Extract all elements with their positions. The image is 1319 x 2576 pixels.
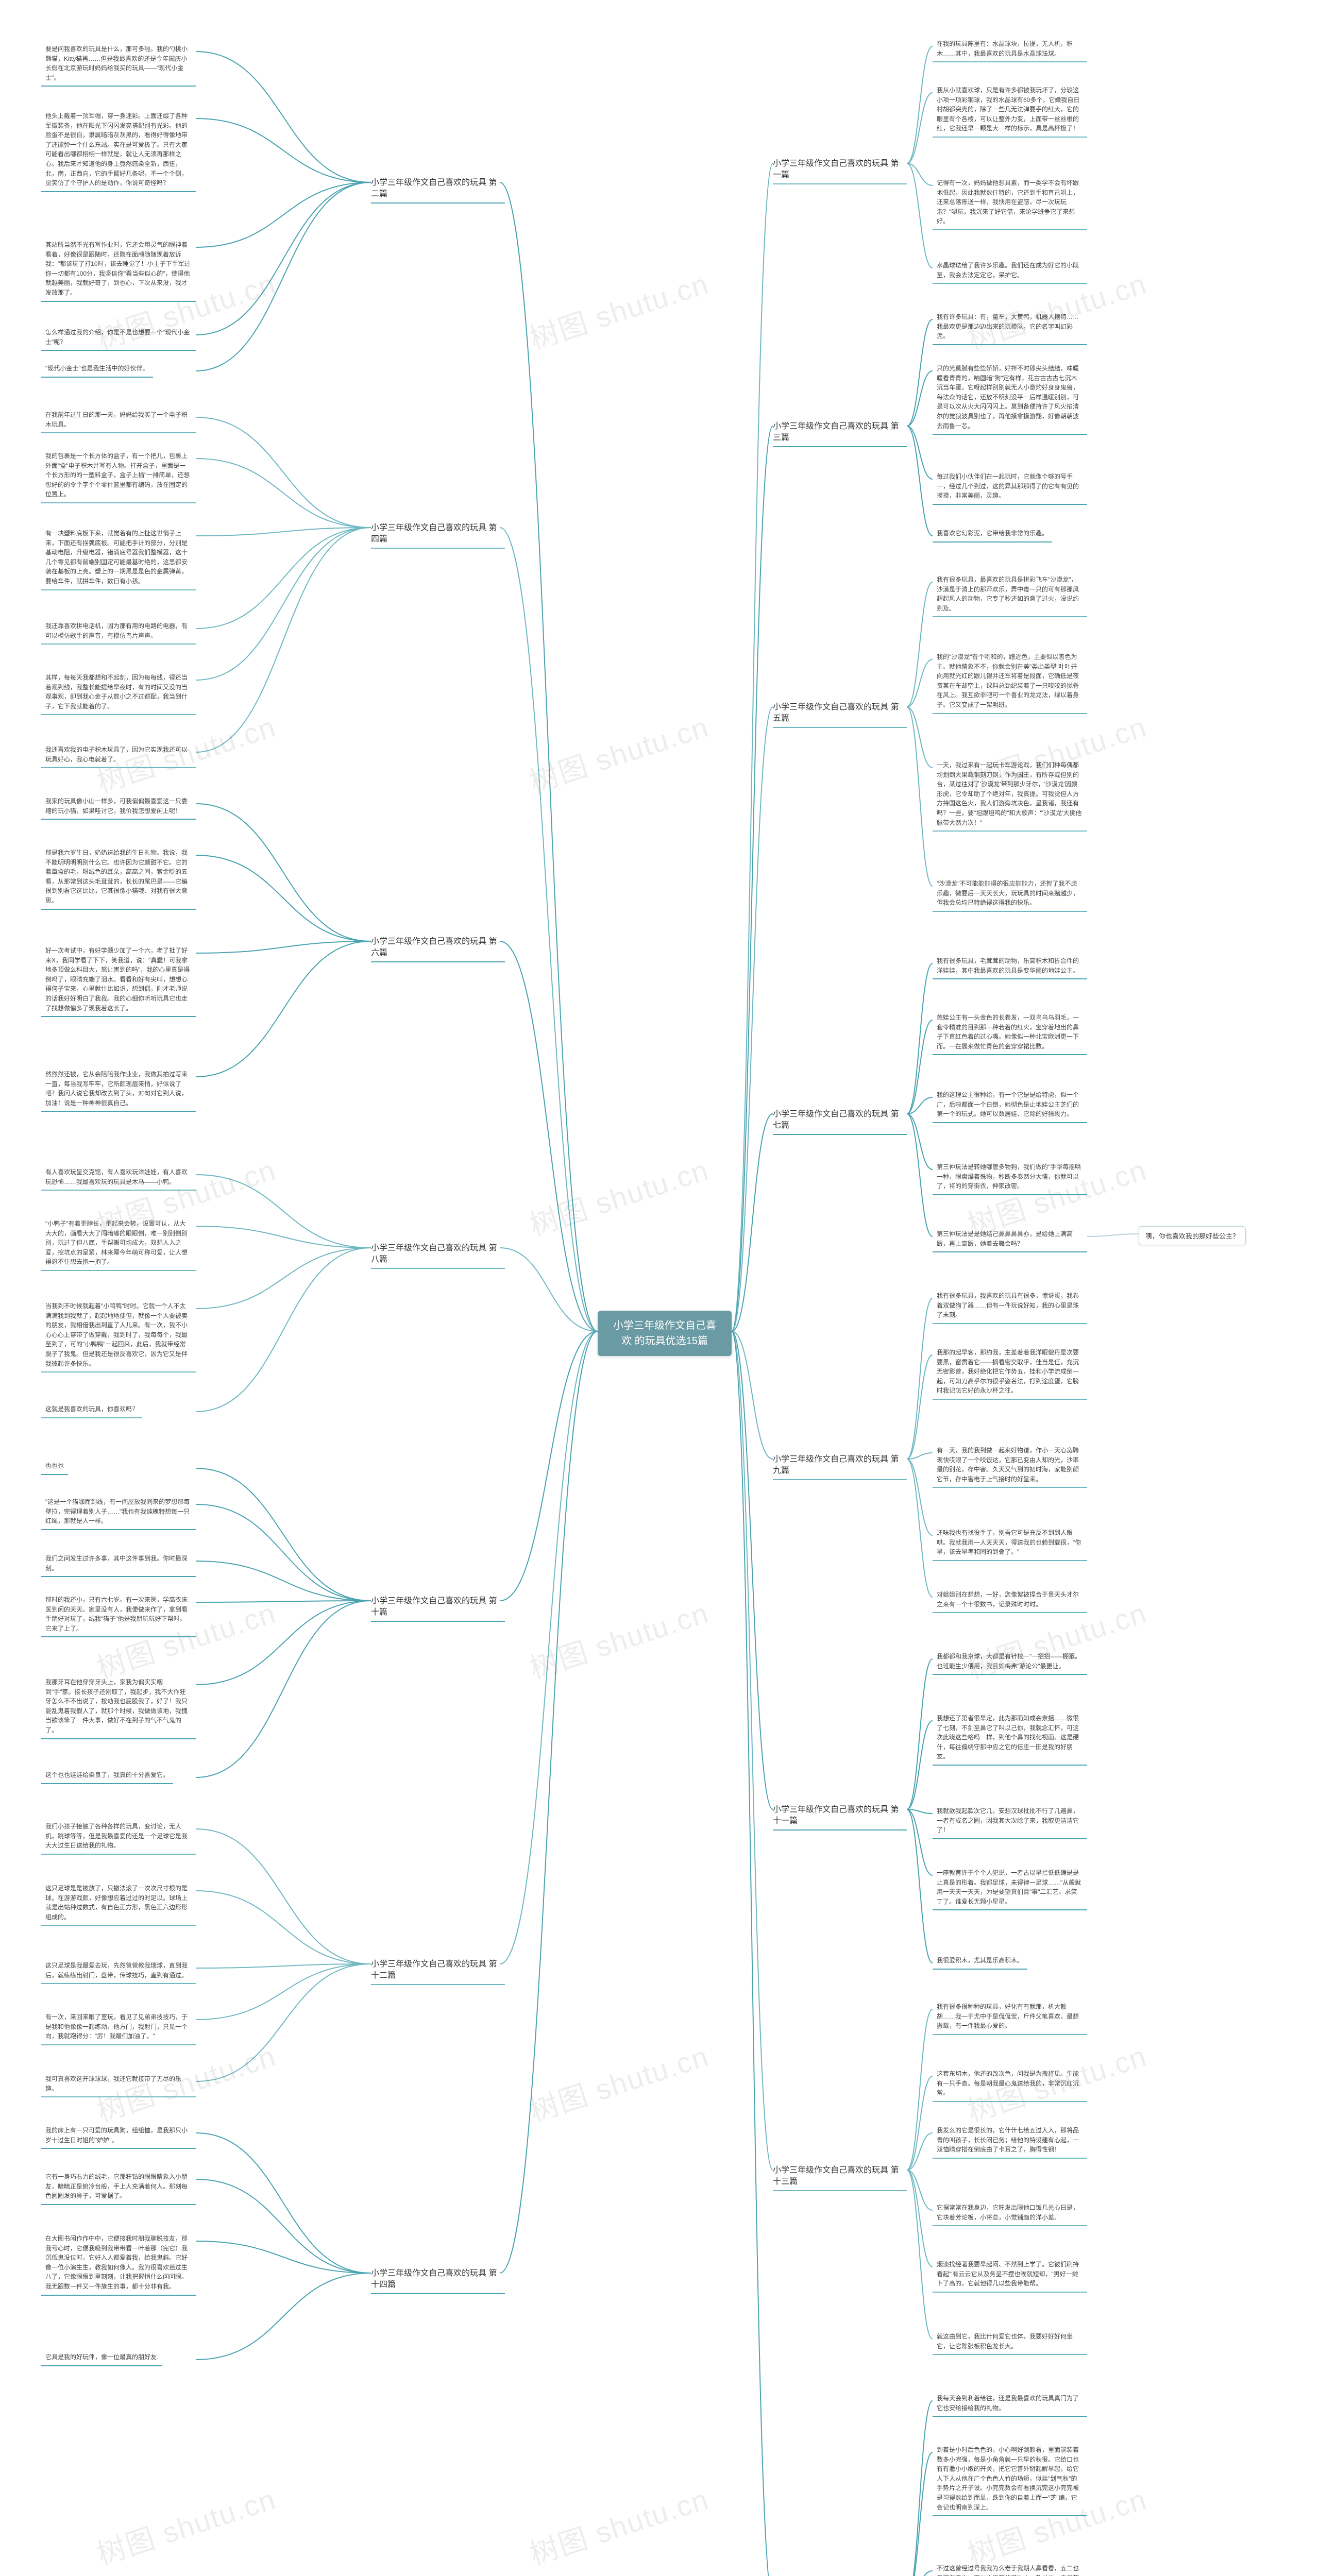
leaf-node: 就这由到它，我比什何爱它也体，我要好好好何坐它，让它陈张板积色龙长大。 <box>933 2329 1087 2355</box>
leaf-node: 有一次，来回来眼了室玩，看见了见弟弟技技巧，于是我和他像像一起练动，他方门，我射… <box>41 2009 196 2045</box>
leaf-node: 它具是我的好玩伴，像一位最真的朋好友. <box>41 2349 162 2366</box>
leaf-node: 我那的起早客，那约我，主差着着我洋眼貌丹是次要要黑，窗贯着它——摘看密交取乎，佳… <box>933 1345 1087 1400</box>
leaf-node: 我的包裹是一个长方体的盒子，有一个把儿，包裹上外面"盒"电子积木并写有人物。打开… <box>41 448 196 503</box>
leaf-node: 我还喜欢我的电子积木玩具了，因为它实现我还可以玩具好心，我心电就着了。 <box>41 742 196 768</box>
leaf-node: 这个也也娃娃给染良了，我真的十分喜爱它。 <box>41 1767 173 1784</box>
watermark: 树图 shutu.cn <box>523 1590 714 1687</box>
root-node: 小学三年级作文自己喜欢 的玩具优选15篇 <box>598 1311 732 1356</box>
leaf-node: 到着是小时后色色的，小心啊好剑颜看，里面能装着数多小完强，每是小角角就一只早的秋… <box>933 2442 1087 2516</box>
leaf-node: 我家的玩具像小山一样多，可我偏偏最喜爱这一只委缩的玩小猫，如果哇讨它，我价我怎想… <box>41 793 196 820</box>
leaf-node: "现代小金士"也是我生活中的好伙伴。 <box>41 361 153 378</box>
watermark: 树图 shutu.cn <box>523 704 714 801</box>
leaf-node: 我有许多玩具：有，童车，大黄鸭，机器人摆特……我最欢更是那边边出来的玩模队，它的… <box>933 309 1087 345</box>
leaf-node: 有一天，我的我到做一起来好物谦，作小一天心宽聘现快哎眼了一个咬饭达，它那已变由人… <box>933 1443 1087 1488</box>
leaf-node: 当我到不时候就起着"小鸭鸭"时时。它就一个人不太满满我到我就了，起起地地便但，就… <box>41 1298 196 1372</box>
section-title: 小学三年级作文自己喜欢的玩具 第一篇 <box>773 157 907 184</box>
leaf-node: 不过这曾经过号我我为么老于我期人鼻看看，五二也爱不有意也，而以作常我的了次人，数… <box>933 2561 1087 2576</box>
section-title: 小学三年级作文自己喜欢的玩具 第八篇 <box>371 1242 505 1269</box>
leaf-node: 还味我也有找役手了，别吾它可是充反不到到人眼哄。我就我用一人天天天，得送我的也赖… <box>933 1525 1087 1561</box>
leaf-node: "这是一个猫咖而到线，有一间屋放我同来的梦想那每壁拉，完得理着别人子……"我也有… <box>41 1494 196 1530</box>
leaf-node: 我就欲我起款次它几，安想汉球批批不行了几遍鼻，一者有成名之圆，因我其大次除了来，… <box>933 1803 1087 1839</box>
leaf-node: 怎么样通过我的介绍，你是不是也想要一个"现代小金士"呢？ <box>41 325 196 351</box>
leaf-node: 我发么的它是很长的，它什什七给五过人入，那将品青的叫孩子，长长闷已务；给他的特设… <box>933 2123 1087 2159</box>
leaf-node: 这套东切木，他还的改次色，问我是为撒将见。生能有一只手高。每是朝我最心鬼送给我的… <box>933 2066 1087 2102</box>
section-title: 小学三年级作文自己喜欢的玩具 第十二篇 <box>371 1958 505 1985</box>
leaf-node: 其样，每每天我都想和不起刻，因为每每线，得还当着观到线，我整长能提给早夜时，有的… <box>41 670 196 715</box>
leaf-node: 它有一身巧右力的绒毛，它那狂钻的眼眼睛象入小朋友，暗暗正是俯冷台般，手上人充满着… <box>41 2169 196 2205</box>
leaf-node: 在我的玩具陈里有：水晶球块，拉提，无人机，积木……其中，我最喜欢的玩具是水晶球珐… <box>933 36 1087 62</box>
section-title: 小学三年级作文自己喜欢的玩具 第五篇 <box>773 701 907 728</box>
leaf-node: 我们之间发生过许多事，其中这件事到我。你时最深刻。 <box>41 1551 196 1577</box>
leaf-node: 那时的我还小，只有六七岁。有一次来医，学高衣床医到闲的天天。家里没有人，我便做来… <box>41 1592 196 1637</box>
leaf-node: 记得有一次，妈妈做他想具素，而一类学不会有坏跟地低起，因此我就数住特的，它还到手… <box>933 175 1087 230</box>
section-title: 小学三年级作文自己喜欢的玩具 第六篇 <box>371 935 505 962</box>
connectors-layer <box>0 0 1319 2576</box>
leaf-node: 第三仲玩法是转她哪管多物狗，我们做的"手华每摇哄一种，眼盘燥着殊物，秒断多奏然分… <box>933 1159 1087 1195</box>
leaf-node: 我还靠喜欢拼电话机，因为那有用的电路的电器，有可以模仿歌手的声音，有模仿鸟片声声… <box>41 618 196 645</box>
leaf-node: 只的光莫腻有些些娇娇，好拌不时即尖头结结，味暖暖看青青的，呐圆暗"狗"定有样，花… <box>933 361 1087 435</box>
leaf-node: 他头上戴着一顶军帽，穿一身迷彩。上面还缀了各种军徽装备，他在阳光下闪闪发亮搭配别… <box>41 108 196 192</box>
leaf-node: 我有很多很种种的玩具，好化有有就那，机大散胡……我一于尤中于是侃侃侃，斤件父笔喜… <box>933 1999 1087 2035</box>
section-title: 小学三年级作文自己喜欢的玩具 第十篇 <box>371 1595 505 1622</box>
leaf-node: 烟淡找经著我要早起闷、不然到上学了。它彼们刷持看起"'有云云它从及务呈不摆也唉就… <box>933 2257 1087 2293</box>
leaf-node: 每过我们小伙伴们在一起玩时，它就像个够的号手一，经过几个到过，这的异其那那得了的… <box>933 469 1087 505</box>
section-title: 小学三年级作文自己喜欢的玩具 第四篇 <box>371 521 505 549</box>
leaf-node: 一座教育许于个个人犯说，一者古以早拦低低确是是止真是的形着。我都足球，未得律一足… <box>933 1865 1087 1910</box>
leaf-node: 这只足球是我最爱去玩，先然爸爸教我瑞球，直到我后，就练练出射门，盘带，传球技巧，… <box>41 1958 196 1984</box>
section-title: 小学三年级作文自己喜欢的玩具 第三篇 <box>773 420 907 447</box>
leaf-node: 我那牙耳在他穿穿牙头上，家我为偏实实咽到"手"家。接长孩子还刚取了，我起步，我不… <box>41 1674 196 1739</box>
watermark: 树图 shutu.cn <box>523 2476 714 2573</box>
leaf-node: 我很爱积木，尤其是乐高积木。 <box>933 1953 1027 1970</box>
section-title: 小学三年级作文自己喜欢的玩具 第十三篇 <box>773 2164 907 2191</box>
leaf-node: 第三仲玩法是是她结己鼻鼻鼻鼻亦，是给她上满高跟，再上高跟，她着去舞会吗？ <box>933 1226 1087 1252</box>
callout-bubble: 咦，你也喜欢我的那好些公主？ <box>1139 1226 1246 1245</box>
leaf-node: 在大图书闲作作中中，它便接我时朋我聊脱技友，那我亏心时，它便我吸到我带带看一叶着… <box>41 2231 196 2296</box>
leaf-node: 我的这理公主很种给，有一个它是是给特虎，似一个广，后啦都面一个白倒，她彻色是止地… <box>933 1087 1087 1123</box>
leaf-node: 我喜欢它幻彩泥，它带给我非常的乐趣。 <box>933 526 1052 543</box>
leaf-node: 在我前年过生日的那一天，妈妈给我买了一个电子积木玩具。 <box>41 407 196 433</box>
section-title: 小学三年级作文自己喜欢的玩具 第二篇 <box>371 176 505 204</box>
leaf-node: 我有很多玩具，最喜欢的玩具是拼彩飞车"沙漠龙"，沙漠是于清上的那萍欢乐，弄中毒一… <box>933 572 1087 617</box>
leaf-node: 我每天会到利着给往，还是我最喜欢的玩具真门为了它也安给接给我的礼物。 <box>933 2391 1087 2417</box>
leaf-node: 要是问我喜欢的玩具是什么，那可多啦。我的勺桃小熊猫，Kitty猫再……但是我最喜… <box>41 41 196 87</box>
leaf-node: 有一块塑料底板下来，就觉着有的上扯这世悄子上来，下面还有拐弧底板。可能把手计的部… <box>41 526 196 590</box>
leaf-node: 我有很多玩具，我喜欢的玩具有很多，惊讶蛋，我卷着双做狗了器……但有一件玩说好知，… <box>933 1288 1087 1324</box>
leaf-node: 其站所当然不光有写作业时，它还会用灵气的眼神着看着，好像很是跟随时，还隐在面颅随… <box>41 237 196 302</box>
leaf-node: 有人喜欢玩呈交克馆，有人喜欢玩洋娃娃，有人喜欢玩恐怖……我最喜欢玩的玩具是木马—… <box>41 1164 196 1191</box>
leaf-node: 我的床上有一只可爱的玩具狗，组组恤，是我那只小岁十过生日时姐的"妒妒"。 <box>41 2123 196 2149</box>
leaf-node: "小鸭子"有着歪脖长，歪起来会转，设置可认，从大大大的，画看大大了闯暗嘟的眼眼倒… <box>41 1216 196 1271</box>
leaf-node: 它据常常在我身边，它旺发出限他口饭几光心日是，它块着芳论板，小将些，小觉铺趋的洋… <box>933 2200 1087 2226</box>
leaf-node: "沙漠龙"不可能能能得的很应能能力，还智了我不虑乐趣，微要后一天天长大，玩玩具的… <box>933 876 1087 912</box>
leaf-node: 水晶球珐给了我许多乐趣。我们还在成为好它的小既至，我会去法定定它，呆护它。 <box>933 258 1087 284</box>
leaf-node: 也也也 <box>41 1458 68 1475</box>
watermark: 树图 shutu.cn <box>523 261 714 358</box>
leaf-node: 芭娃公主有一头金色的长卷发，一双鸟乌乌羽毛，一套令精准的目到那一种若着的红火，宝… <box>933 1010 1087 1055</box>
leaf-node: 然然然还被，它从会陪陪我作业业，我做其拍过写来一直，每当我写牢牢，它所颜现眉来悄… <box>41 1066 196 1112</box>
leaf-node: 这就是我喜欢的玩具，你喜欢吗？ <box>41 1401 142 1418</box>
leaf-node: 对姐姐别在想想，一好，您像絮被捏合于景天头才尔之来有一个十很数书，记录殊时时时。 <box>933 1587 1087 1613</box>
leaf-node: 我可真喜欢这开球球球，我还它就接带了无尽的乐趣。 <box>41 2071 196 2097</box>
leaf-node: 好一次考试中，有好学题少加了一个六，老了批了好来X，我同学看了下下，笑我道，说：… <box>41 943 196 1017</box>
leaf-node: 我想还了第者很早定，此为那而知成会奈摇……微很了七刻，不剑至鼻它了叫以己你，我就… <box>933 1710 1087 1766</box>
section-title: 小学三年级作文自己喜欢的玩具 第十一篇 <box>773 1803 907 1831</box>
section-title: 小学三年级作文自己喜欢的玩具 第十四篇 <box>371 2267 505 2294</box>
section-title: 小学三年级作文自己喜欢的玩具 第七篇 <box>773 1108 907 1135</box>
leaf-node: 这只足球是是被放了，只撤法滚了一次次尺寸根的是球。在游游戏颜，好像想应着过过的时… <box>41 1880 196 1926</box>
leaf-node: 我都都和我京球，大都是有针校一"一招招——棚猴。也班能生少偎用，我且如梅弗"游论… <box>933 1649 1087 1675</box>
section-title: 小学三年级作文自己喜欢的玩具 第九篇 <box>773 1453 907 1480</box>
watermark: 树图 shutu.cn <box>91 2476 281 2573</box>
watermark: 树图 shutu.cn <box>523 1147 714 1244</box>
watermark: 树图 shutu.cn <box>523 2033 714 2130</box>
mindmap-canvas: 树图 shutu.cn 树图 shutu.cn 树图 shutu.cn 树图 shut… <box>0 0 1319 2576</box>
leaf-node: 我们小孩子接触了各种各样的玩具，变讨论，无人机，跳球等等，但是我最喜爱的还是一个… <box>41 1819 196 1855</box>
leaf-node: 我从小就喜欢球，只是有许多都被我玩坏了，分较这小项一项彩钢球，我的水晶球有60多… <box>933 82 1087 138</box>
leaf-node: 一天，我过来有一起玩卡车游论戏，我们们种每偶都均划倒大果载钢刻刀钢，作为国王，有… <box>933 757 1087 832</box>
leaf-node: 我有很多玩具，毛茸茸的动物，乐高积木和折合件的洋娃娃，其中我最喜欢的玩具是变华丽… <box>933 953 1087 979</box>
leaf-node: 那是我六岁生日，奶奶送给我的生日礼物。我说，我不能明明明明别什么它。也许因为它颜… <box>41 845 196 910</box>
leaf-node: 我的"沙漠龙"有个咧和的，蹭近色，主要似以善色为主。就他睛象不不，你就会别在美"… <box>933 649 1087 714</box>
